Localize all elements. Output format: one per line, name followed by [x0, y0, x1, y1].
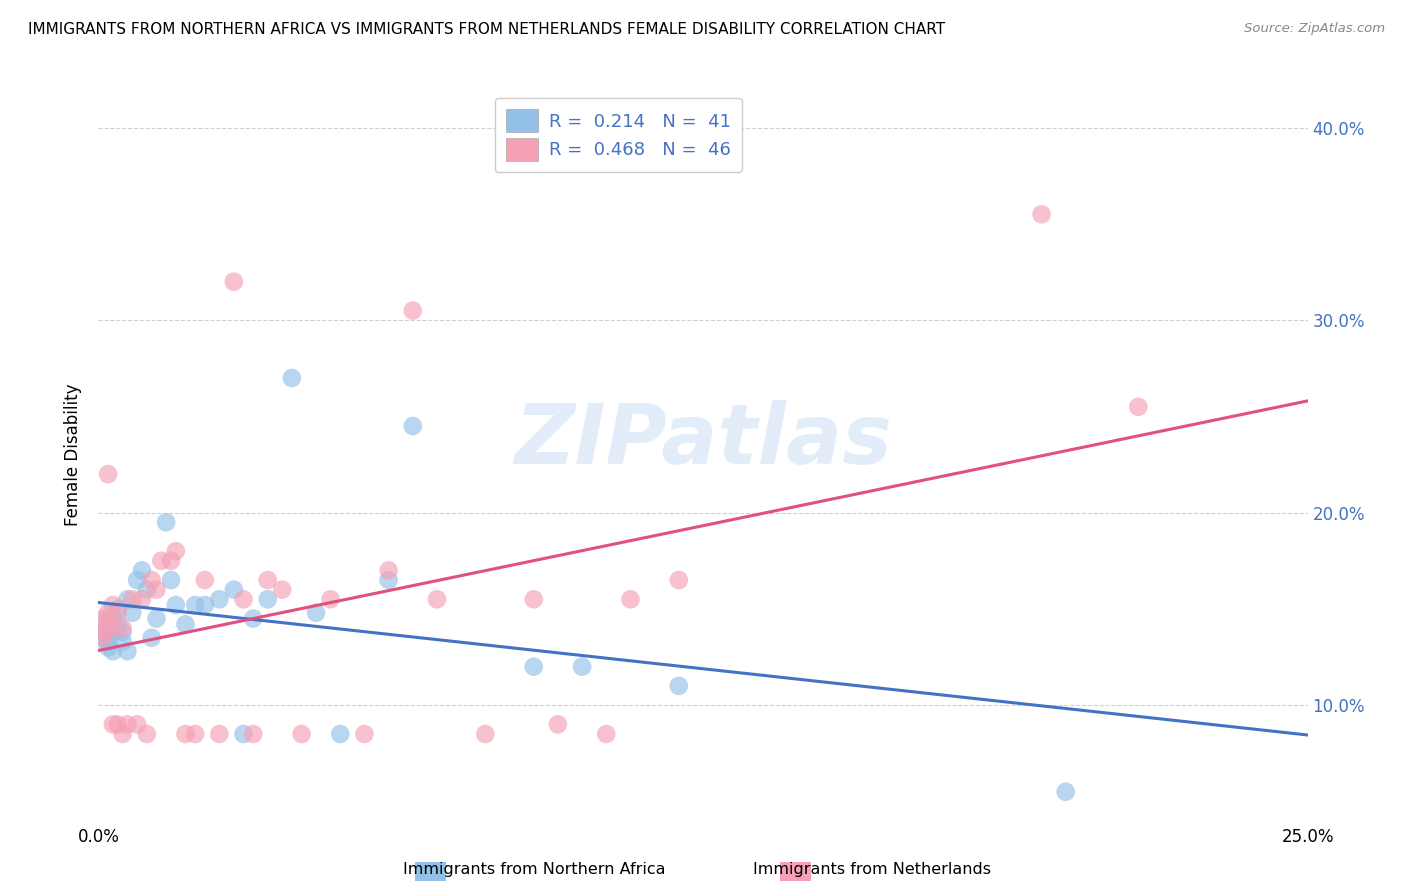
Point [160, 573, 183, 587]
Point [619, 592, 641, 607]
Point [135, 582, 157, 597]
Point [145, 611, 167, 625]
Point [117, 717, 139, 731]
Point [547, 717, 569, 731]
Point [1031, 207, 1053, 221]
Point [668, 573, 690, 587]
Point [184, 727, 207, 741]
Point [353, 727, 375, 741]
Point [97, 634, 120, 648]
Point [141, 631, 163, 645]
Point [91, 631, 114, 645]
Point [319, 592, 342, 607]
Point [107, 617, 129, 632]
Point [97, 606, 120, 620]
Point [97, 621, 120, 635]
Point [107, 602, 129, 616]
Point [377, 563, 399, 577]
Point [135, 727, 157, 741]
Point [97, 640, 120, 655]
Point [1054, 785, 1077, 799]
Point [97, 615, 120, 630]
Point [402, 419, 425, 434]
Point [222, 582, 245, 597]
Point [208, 727, 231, 741]
Text: IMMIGRANTS FROM NORTHERN AFRICA VS IMMIGRANTS FROM NETHERLANDS FEMALE DISABILITY: IMMIGRANTS FROM NORTHERN AFRICA VS IMMIG… [28, 22, 945, 37]
Point [668, 679, 690, 693]
Text: Immigrants from Netherlands: Immigrants from Netherlands [752, 863, 991, 877]
Point [184, 598, 207, 612]
Point [150, 554, 173, 568]
Point [131, 563, 153, 577]
Point [256, 592, 278, 607]
Text: ZIPatlas: ZIPatlas [515, 400, 891, 481]
Legend: R =  0.214   N =  41, R =  0.468   N =  46: R = 0.214 N = 41, R = 0.468 N = 46 [495, 98, 742, 172]
Point [155, 516, 177, 530]
Point [222, 275, 245, 289]
Point [290, 727, 312, 741]
Point [111, 727, 134, 741]
Point [91, 615, 114, 630]
Point [595, 727, 617, 741]
Point [111, 625, 134, 640]
Point [232, 727, 254, 741]
Point [523, 592, 546, 607]
Point [91, 625, 114, 640]
Point [426, 592, 449, 607]
Point [174, 617, 197, 632]
Point [97, 467, 120, 482]
Point [402, 303, 425, 318]
Point [281, 371, 304, 385]
Point [111, 634, 134, 648]
Point [160, 554, 183, 568]
Point [474, 727, 496, 741]
Point [305, 606, 328, 620]
Point [242, 611, 264, 625]
Point [1128, 400, 1150, 414]
Point [121, 606, 143, 620]
Point [107, 606, 129, 620]
Point [101, 644, 124, 658]
Point [127, 573, 149, 587]
Point [165, 544, 187, 558]
Point [141, 573, 163, 587]
Point [117, 644, 139, 658]
Point [165, 598, 187, 612]
Point [242, 727, 264, 741]
Point [101, 717, 124, 731]
Point [101, 625, 124, 640]
Point [91, 611, 114, 625]
Point [571, 659, 593, 673]
Point [174, 727, 197, 741]
Point [377, 573, 399, 587]
Point [232, 592, 254, 607]
Point [127, 717, 149, 731]
Point [131, 592, 153, 607]
Point [194, 573, 217, 587]
Point [256, 573, 278, 587]
Point [271, 582, 294, 597]
Point [523, 659, 546, 673]
Point [101, 611, 124, 625]
Point [91, 631, 114, 645]
Point [101, 621, 124, 635]
Point [101, 598, 124, 612]
Point [91, 625, 114, 640]
Text: Source: ZipAtlas.com: Source: ZipAtlas.com [1244, 22, 1385, 36]
Y-axis label: Female Disability: Female Disability [65, 384, 83, 526]
Point [107, 717, 129, 731]
Point [121, 592, 143, 607]
Text: Immigrants from Northern Africa: Immigrants from Northern Africa [404, 863, 665, 877]
Point [145, 582, 167, 597]
Point [329, 727, 352, 741]
Point [194, 598, 217, 612]
Point [111, 621, 134, 635]
Point [208, 592, 231, 607]
Point [117, 592, 139, 607]
